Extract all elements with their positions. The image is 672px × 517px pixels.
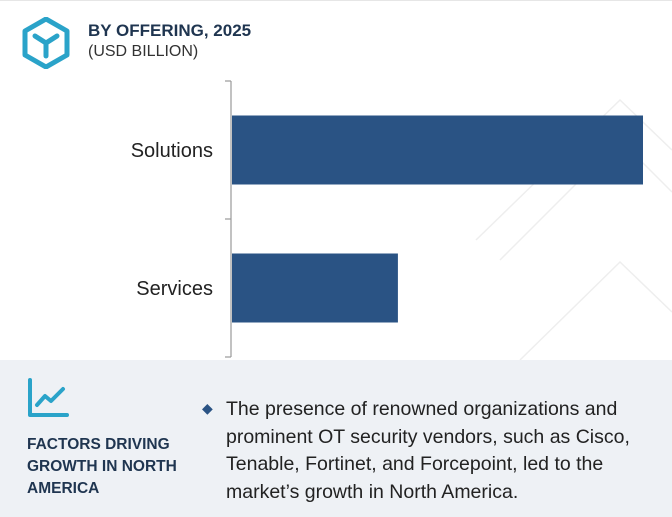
chart-title: BY OFFERING, 2025 (88, 21, 252, 40)
growth-factors-panel: FACTORS DRIVING GROWTH IN NORTH AMERICA … (0, 360, 672, 517)
chart-subtitle: (USD BILLION) (88, 43, 199, 60)
factor-bullet-text: The presence of renowned organizations a… (226, 398, 630, 503)
factors-heading: FACTORS DRIVING GROWTH IN NORTH AMERICA (27, 436, 177, 497)
line-chart-icon (28, 378, 69, 417)
category-label-services: Services (136, 278, 213, 300)
hexagon-cube-logo-icon (22, 17, 70, 69)
bar-solutions (232, 115, 643, 185)
bar-services (232, 253, 398, 323)
category-label-solutions: Solutions (131, 140, 213, 162)
diamond-bullet-icon: ◆ (202, 400, 213, 416)
bar-chart: Solutions Services (131, 80, 643, 358)
top-divider (0, 0, 672, 1)
